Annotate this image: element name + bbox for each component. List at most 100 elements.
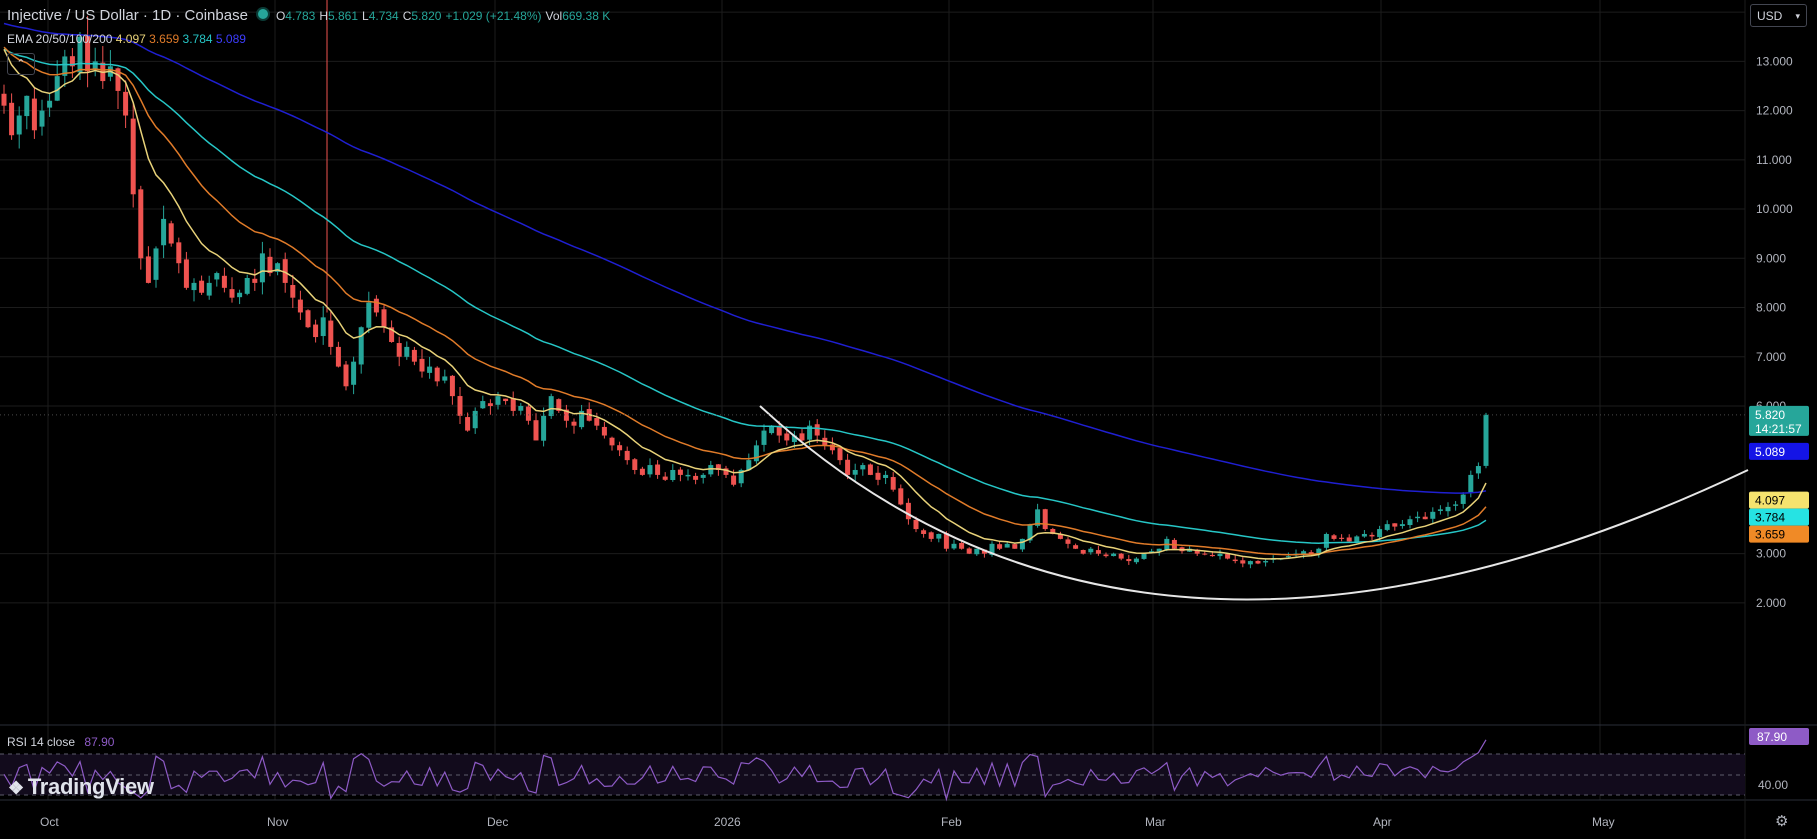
candle-body [579, 410, 585, 428]
y-tick-label: 8.000 [1756, 301, 1786, 315]
candle-body [237, 292, 243, 298]
rsi-value: 87.90 [84, 735, 115, 749]
gear-icon[interactable]: ⚙ [1775, 813, 1789, 830]
rsi-legend[interactable]: RSI 14 close 87.90 [7, 735, 114, 749]
candle-body [807, 425, 813, 440]
price-tag-ema100-text: 3.784 [1755, 511, 1785, 525]
price-tag-ema200 [1749, 442, 1809, 460]
candle-body [1057, 534, 1063, 539]
candle-body [1483, 414, 1489, 466]
candle-body [92, 61, 98, 70]
candle-body [1301, 551, 1307, 555]
candle-body [1156, 548, 1162, 552]
price-tag-ema20 [1749, 491, 1809, 509]
candle-body [396, 343, 402, 357]
ema-label: EMA 20/50/100/200 [7, 32, 113, 46]
cup-arc-drawing[interactable] [759, 405, 1749, 601]
candle-body [1475, 466, 1481, 474]
close-value: 5.820 [411, 9, 442, 23]
volume-label: Vol [545, 9, 563, 23]
candle-body [503, 398, 509, 402]
candle-body [168, 223, 174, 244]
y-tick-label: 2.000 [1756, 596, 1786, 610]
candle-body [556, 399, 562, 411]
candle-body [928, 532, 934, 539]
candle-body [85, 35, 91, 72]
candle-body [1430, 511, 1436, 519]
chevron-down-icon: ▾ [1795, 11, 1800, 21]
collapse-legend-button[interactable]: ⌃ [7, 53, 35, 75]
candle-body [959, 543, 965, 549]
candle-body [1247, 561, 1253, 565]
candle-body [875, 472, 881, 480]
candle-body [214, 273, 220, 280]
candle-body [571, 421, 577, 426]
candle-body [221, 275, 227, 288]
candle-body [495, 396, 501, 405]
candle-body [746, 460, 752, 471]
candle-body [206, 282, 212, 296]
candle-body [700, 474, 706, 478]
candle-body [533, 420, 539, 441]
candle-body [229, 289, 235, 298]
y-tick-label: 12.000 [1756, 104, 1793, 118]
candle-body [130, 118, 136, 195]
candle-body [153, 248, 159, 280]
candle-body [328, 320, 334, 347]
candle-body [1384, 524, 1390, 530]
candle-body [259, 253, 265, 283]
candle-body [510, 398, 516, 411]
candle-body [176, 242, 182, 264]
candle-body [761, 430, 767, 445]
ema20-line [3, 48, 1487, 560]
y-tick-label: 10.000 [1756, 202, 1793, 216]
candle-body [244, 277, 250, 294]
candle-body [989, 543, 995, 555]
ema100-line [3, 48, 1487, 544]
candle-body [1225, 554, 1231, 559]
tradingview-logo[interactable]: ❖ TradingView [8, 774, 154, 800]
candle-body [1065, 539, 1071, 544]
candle-body [883, 474, 889, 478]
candle-body [1194, 549, 1200, 554]
close-label: C [402, 9, 412, 23]
candle-body [525, 406, 531, 421]
candle-body [16, 115, 22, 135]
candle-body [1042, 509, 1048, 530]
candle-body [814, 424, 820, 436]
rsi-label: RSI 14 close [7, 735, 76, 749]
candle-body [890, 477, 896, 490]
candle-body [1323, 533, 1329, 548]
candle-body [829, 444, 835, 451]
candle-body [1088, 548, 1094, 553]
candle-body [1035, 509, 1041, 526]
ema100-value: 3.784 [182, 32, 213, 46]
candle-body [715, 464, 721, 470]
candle-body [1202, 553, 1208, 555]
low-value: 4.734 [368, 9, 399, 23]
ema200-line [3, 22, 1487, 494]
currency-select[interactable]: USD ▾ [1750, 4, 1807, 27]
candle-body [867, 464, 873, 475]
candle-body [518, 405, 524, 411]
candle-body [981, 549, 987, 554]
candle-body [442, 376, 448, 381]
candle-body [548, 396, 554, 417]
candle-body [419, 358, 425, 372]
candle-body [677, 469, 683, 475]
candle-body [1285, 556, 1291, 558]
ema-legend[interactable]: EMA 20/50/100/200 4.097 3.659 3.784 5.08… [7, 32, 246, 46]
x-tick-label: 2026 [714, 815, 741, 829]
rsi-line [3, 739, 1487, 802]
candle-body [1415, 516, 1421, 519]
high-value: 5.861 [327, 9, 359, 23]
candle-body [335, 346, 341, 367]
candle-body [282, 259, 288, 283]
symbol-title[interactable]: Injective / US Dollar · 1D · Coinbase [7, 7, 248, 24]
last-price-tag [1749, 405, 1809, 436]
x-tick-label: Mar [1145, 815, 1166, 829]
candle-body [1354, 536, 1360, 542]
candle-body [54, 76, 60, 101]
